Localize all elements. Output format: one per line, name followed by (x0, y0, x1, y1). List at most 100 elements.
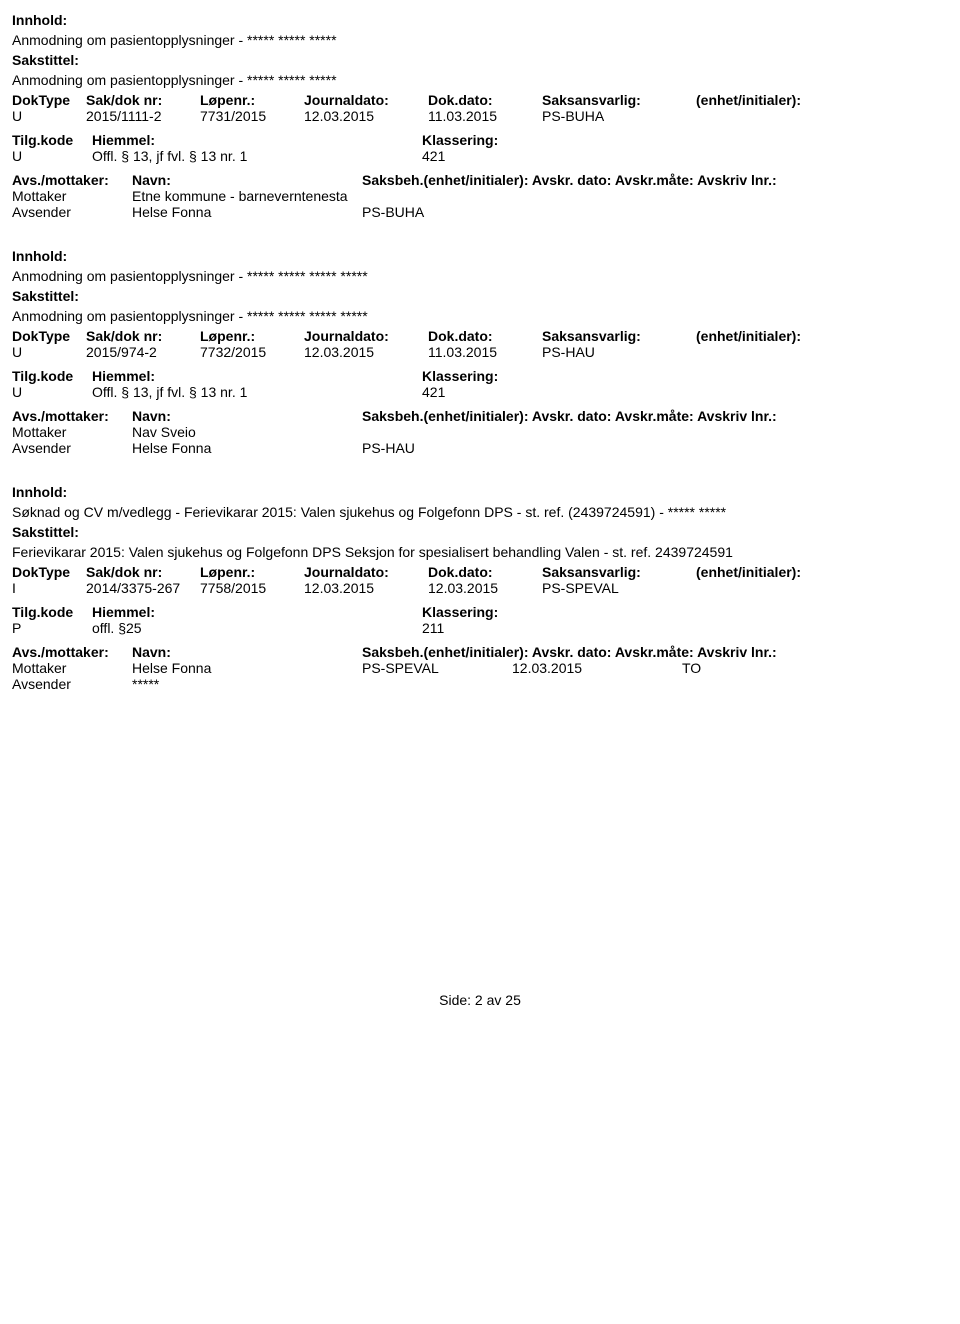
hdr-journaldato: Journaldato: (304, 328, 424, 344)
avsender-label: Avsender (12, 440, 132, 456)
hdr-sakdok: Sak/dok nr: (86, 328, 196, 344)
hdr-enhet: (enhet/initialer): (696, 92, 856, 108)
hdr-journaldato: Journaldato: (304, 92, 424, 108)
avsender-label: Avsender (12, 676, 132, 692)
journal-record: Innhold: Anmodning om pasientopplysninge… (12, 248, 948, 456)
sakstittel-value: Anmodning om pasientopplysninger - *****… (12, 308, 948, 324)
party-headers: Avs./mottaker: Navn: Saksbeh.(enhet/init… (12, 408, 948, 424)
hdr-hjemmel: Hiemmel: (92, 604, 422, 620)
val-journaldato: 12.03.2015 (304, 108, 424, 124)
column-headers: DokType Sak/dok nr: Løpenr.: Journaldato… (12, 328, 948, 344)
mottaker-avskrmaate (682, 424, 802, 440)
mottaker-label: Mottaker (12, 188, 132, 204)
innhold-label: Innhold: (12, 12, 948, 28)
val-dokdato: 11.03.2015 (428, 344, 538, 360)
tilg-values: P offl. §25 211 (12, 620, 948, 636)
val-klassering: 421 (422, 384, 622, 400)
journal-record: Innhold: Anmodning om pasientopplysninge… (12, 12, 948, 220)
val-saksansvarlig: PS-HAU (542, 344, 692, 360)
journal-record: Innhold: Søknad og CV m/vedlegg - Feriev… (12, 484, 948, 692)
hdr-avsmottaker: Avs./mottaker: (12, 172, 132, 188)
mottaker-avskrmaate: TO (682, 660, 802, 676)
hdr-hjemmel: Hiemmel: (92, 368, 422, 384)
val-doktype: U (12, 344, 82, 360)
column-headers: DokType Sak/dok nr: Løpenr.: Journaldato… (12, 564, 948, 580)
innhold-value: Søknad og CV m/vedlegg - Ferievikarar 20… (12, 504, 948, 520)
val-hjemmel: Offl. § 13, jf fvl. § 13 nr. 1 (92, 384, 422, 400)
avsender-row: Avsender Helse Fonna PS-HAU (12, 440, 948, 456)
hdr-dokdato: Dok.dato: (428, 328, 538, 344)
val-doktype: I (12, 580, 82, 596)
tilg-headers: Tilg.kode Hiemmel: Klassering: (12, 604, 948, 620)
val-sakdok: 2014/3375-267 (86, 580, 196, 596)
val-klassering: 421 (422, 148, 622, 164)
hdr-klassering: Klassering: (422, 604, 622, 620)
mottaker-navn: Helse Fonna (132, 660, 362, 676)
val-saksansvarlig: PS-SPEVAL (542, 580, 692, 596)
hdr-hjemmel: Hiemmel: (92, 132, 422, 148)
hdr-saksansvarlig: Saksansvarlig: (542, 564, 692, 580)
hdr-sakdok: Sak/dok nr: (86, 564, 196, 580)
hdr-avsmottaker: Avs./mottaker: (12, 644, 132, 660)
avsender-navn: Helse Fonna (132, 204, 362, 220)
val-enhet (696, 580, 856, 596)
tilg-values: U Offl. § 13, jf fvl. § 13 nr. 1 421 (12, 148, 948, 164)
mottaker-avskrdato (512, 424, 682, 440)
sakstittel-label: Sakstittel: (12, 52, 948, 68)
val-tilgkode: P (12, 620, 92, 636)
hdr-saksbeh: Saksbeh.(enhet/initialer): Avskr. dato: … (362, 408, 832, 424)
avsender-unit: PS-HAU (362, 440, 512, 456)
hdr-navn: Navn: (132, 408, 362, 424)
innhold-value: Anmodning om pasientopplysninger - *****… (12, 268, 948, 284)
hdr-saksansvarlig: Saksansvarlig: (542, 92, 692, 108)
avsender-row: Avsender Helse Fonna PS-BUHA (12, 204, 948, 220)
sakstittel-value: Ferievikarar 2015: Valen sjukehus og Fol… (12, 544, 948, 560)
val-tilgkode: U (12, 148, 92, 164)
hdr-tilgkode: Tilg.kode (12, 604, 92, 620)
hdr-lopenr: Løpenr.: (200, 564, 300, 580)
avsender-row: Avsender ***** (12, 676, 948, 692)
innhold-label: Innhold: (12, 248, 948, 264)
mottaker-avskrmaate (682, 188, 802, 204)
val-enhet (696, 344, 856, 360)
val-dokdato: 12.03.2015 (428, 580, 538, 596)
sakstittel-value: Anmodning om pasientopplysninger - *****… (12, 72, 948, 88)
val-dokdato: 11.03.2015 (428, 108, 538, 124)
hdr-enhet: (enhet/initialer): (696, 328, 856, 344)
column-values: I 2014/3375-267 7758/2015 12.03.2015 12.… (12, 580, 948, 596)
mottaker-row: Mottaker Helse Fonna PS-SPEVAL 12.03.201… (12, 660, 948, 676)
tilg-values: U Offl. § 13, jf fvl. § 13 nr. 1 421 (12, 384, 948, 400)
mottaker-navn: Nav Sveio (132, 424, 362, 440)
hdr-avsmottaker: Avs./mottaker: (12, 408, 132, 424)
mottaker-unit (362, 424, 512, 440)
val-sakdok: 2015/974-2 (86, 344, 196, 360)
innhold-value: Anmodning om pasientopplysninger - *****… (12, 32, 948, 48)
hdr-doktype: DokType (12, 328, 82, 344)
val-lopenr: 7731/2015 (200, 108, 300, 124)
avsender-navn: Helse Fonna (132, 440, 362, 456)
page-footer: Side: 2 av 25 (12, 992, 948, 1008)
party-headers: Avs./mottaker: Navn: Saksbeh.(enhet/init… (12, 172, 948, 188)
mottaker-label: Mottaker (12, 424, 132, 440)
val-lopenr: 7758/2015 (200, 580, 300, 596)
hdr-saksbeh: Saksbeh.(enhet/initialer): Avskr. dato: … (362, 172, 832, 188)
innhold-label: Innhold: (12, 484, 948, 500)
hdr-sakdok: Sak/dok nr: (86, 92, 196, 108)
mottaker-row: Mottaker Nav Sveio (12, 424, 948, 440)
tilg-headers: Tilg.kode Hiemmel: Klassering: (12, 368, 948, 384)
mottaker-unit: PS-SPEVAL (362, 660, 512, 676)
mottaker-avskrdato: 12.03.2015 (512, 660, 682, 676)
val-saksansvarlig: PS-BUHA (542, 108, 692, 124)
column-values: U 2015/1111-2 7731/2015 12.03.2015 11.03… (12, 108, 948, 124)
val-klassering: 211 (422, 620, 622, 636)
column-values: U 2015/974-2 7732/2015 12.03.2015 11.03.… (12, 344, 948, 360)
mottaker-navn: Etne kommune - barneverntenesta (132, 188, 362, 204)
val-enhet (696, 108, 856, 124)
sakstittel-label: Sakstittel: (12, 524, 948, 540)
hdr-dokdato: Dok.dato: (428, 92, 538, 108)
val-hjemmel: Offl. § 13, jf fvl. § 13 nr. 1 (92, 148, 422, 164)
hdr-navn: Navn: (132, 172, 362, 188)
hdr-navn: Navn: (132, 644, 362, 660)
hdr-dokdato: Dok.dato: (428, 564, 538, 580)
tilg-headers: Tilg.kode Hiemmel: Klassering: (12, 132, 948, 148)
